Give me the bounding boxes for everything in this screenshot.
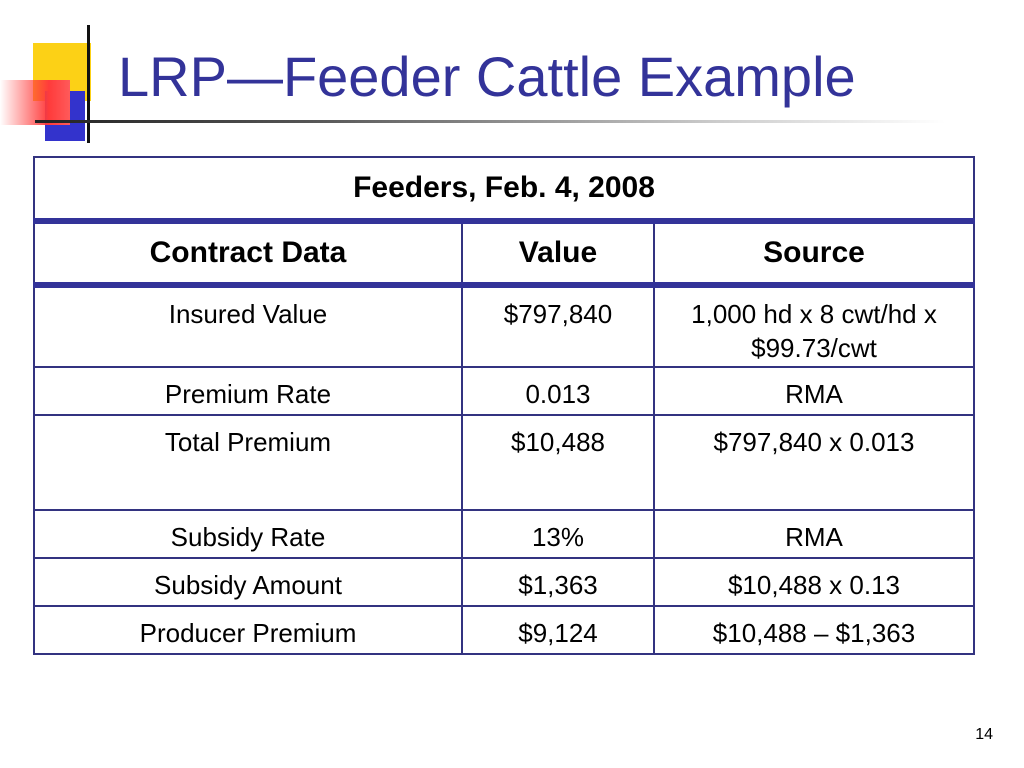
cell-contract-data: Total Premium <box>33 413 463 511</box>
cell-source: $10,488 – $1,363 <box>653 604 975 655</box>
cell-contract-data: Subsidy Amount <box>33 556 463 607</box>
table-row: Subsidy Rate 13% RMA <box>33 508 975 559</box>
cell-value: $9,124 <box>461 604 655 655</box>
table-row: Insured Value $797,840 1,000 hd x 8 cwt/… <box>33 284 975 368</box>
cell-source: RMA <box>653 508 975 559</box>
cell-value: $797,840 <box>461 284 655 368</box>
cell-contract-data: Premium Rate <box>33 365 463 416</box>
cell-contract-data: Subsidy Rate <box>33 508 463 559</box>
cell-value: 0.013 <box>461 365 655 416</box>
table-caption: Feeders, Feb. 4, 2008 <box>33 156 975 224</box>
column-header-value: Value <box>461 220 655 288</box>
table-row: Total Premium $10,488 $797,840 x 0.013 <box>33 413 975 511</box>
page-number: 14 <box>975 726 993 743</box>
table-row: Subsidy Amount $1,363 $10,488 x 0.13 <box>33 556 975 607</box>
table-row: Producer Premium $9,124 $10,488 – $1,363 <box>33 604 975 655</box>
table-header-row: Contract Data Value Source <box>33 220 975 288</box>
column-header-contract-data: Contract Data <box>33 220 463 288</box>
cell-source: $10,488 x 0.13 <box>653 556 975 607</box>
title-underline <box>35 120 945 123</box>
cell-contract-data: Producer Premium <box>33 604 463 655</box>
cell-contract-data: Insured Value <box>33 284 463 368</box>
cell-value: 13% <box>461 508 655 559</box>
table-row: Premium Rate 0.013 RMA <box>33 365 975 416</box>
table-caption-row: Feeders, Feb. 4, 2008 <box>33 156 975 224</box>
column-header-source: Source <box>653 220 975 288</box>
cell-value: $1,363 <box>461 556 655 607</box>
slide-title: LRP—Feeder Cattle Example <box>118 45 856 108</box>
decor-vertical-line <box>87 25 90 143</box>
cell-value: $10,488 <box>461 413 655 511</box>
contract-data-table: Feeders, Feb. 4, 2008 Contract Data Valu… <box>33 156 975 655</box>
cell-source: RMA <box>653 365 975 416</box>
cell-source: 1,000 hd x 8 cwt/hd x $99.73/cwt <box>653 284 975 368</box>
decor-red-bar <box>0 80 70 125</box>
cell-source: $797,840 x 0.013 <box>653 413 975 511</box>
